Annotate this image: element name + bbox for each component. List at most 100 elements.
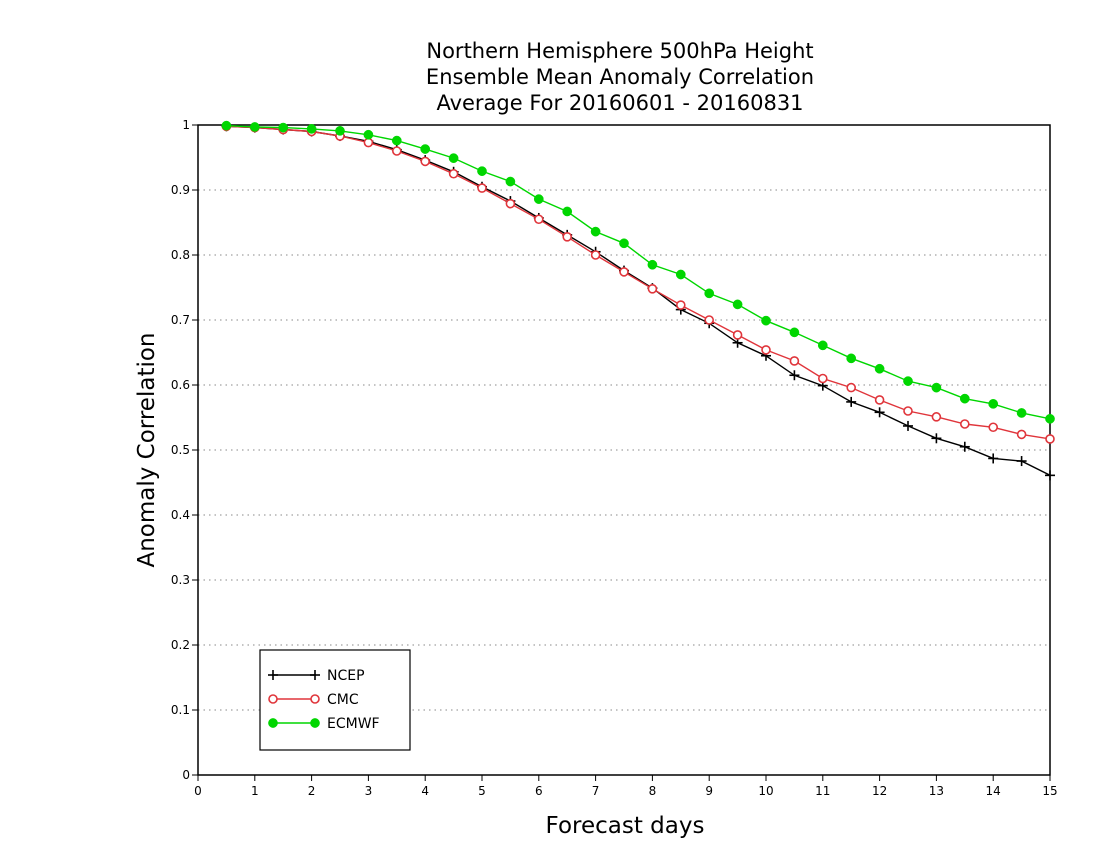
y-tick-label: 0.1 bbox=[171, 703, 190, 717]
y-tick-label: 0.9 bbox=[171, 183, 190, 197]
data-point-ecmwf bbox=[477, 166, 487, 176]
legend-item-ecmwf: ECMWF bbox=[268, 716, 380, 732]
data-point-ncep bbox=[931, 433, 942, 444]
y-tick-label: 0.4 bbox=[171, 508, 190, 522]
data-point-ecmwf bbox=[335, 126, 345, 136]
data-point-ecmwf bbox=[846, 353, 857, 364]
data-point-cmc bbox=[704, 315, 715, 325]
x-tick-label: 14 bbox=[986, 784, 1001, 798]
legend-box bbox=[259, 649, 411, 751]
x-tick-label: 9 bbox=[705, 784, 713, 798]
series-ecmwf bbox=[221, 120, 1055, 424]
legend-item-cmc: CMC bbox=[268, 692, 359, 708]
data-point-ecmwf bbox=[931, 382, 942, 393]
data-point-cmc bbox=[675, 300, 686, 310]
chart-title: Northern Hemisphere 500hPa Height Ensemb… bbox=[426, 39, 814, 115]
chart-title-line-3: Average For 20160601 - 20160831 bbox=[436, 91, 803, 115]
data-point-ecmwf bbox=[903, 376, 913, 386]
data-point-ecmwf bbox=[448, 153, 459, 163]
data-point-ecmwf bbox=[874, 363, 885, 374]
legend-marker-ncep bbox=[310, 670, 320, 680]
data-point-cmc bbox=[505, 198, 516, 209]
series-line-ecmwf bbox=[226, 124, 1051, 420]
x-tick-label: 7 bbox=[592, 784, 600, 798]
legend-marker-ecmwf bbox=[310, 718, 320, 728]
x-tick-label: 11 bbox=[815, 784, 830, 798]
x-tick-label: 4 bbox=[421, 784, 429, 798]
data-point-ecmwf bbox=[761, 315, 771, 326]
x-axis-title: Forecast days bbox=[546, 813, 705, 839]
data-point-ecmwf bbox=[988, 399, 999, 409]
legend-item-ncep: NCEP bbox=[268, 668, 365, 684]
data-point-cmc bbox=[448, 168, 459, 179]
data-point-cmc bbox=[846, 382, 857, 393]
series-ncep bbox=[221, 121, 1055, 481]
data-point-ecmwf bbox=[619, 238, 629, 249]
x-tick-label: 1 bbox=[251, 784, 259, 798]
y-tick-label: 0.5 bbox=[171, 443, 190, 457]
data-point-cmc bbox=[931, 412, 942, 422]
data-point-ecmwf bbox=[675, 269, 686, 280]
data-point-ecmwf bbox=[249, 122, 260, 132]
data-point-cmc bbox=[959, 419, 970, 429]
x-tick-label: 8 bbox=[649, 784, 657, 798]
data-point-cmc bbox=[647, 283, 658, 294]
x-tick-label: 0 bbox=[194, 784, 202, 798]
data-point-cmc bbox=[1045, 434, 1055, 444]
data-point-ecmwf bbox=[420, 144, 431, 154]
legend-label-cmc: CMC bbox=[327, 692, 359, 708]
legend-marker-ecmwf bbox=[268, 718, 278, 728]
x-tick-label: 2 bbox=[308, 784, 316, 798]
data-point-cmc bbox=[533, 214, 544, 225]
data-point-ncep bbox=[846, 396, 857, 407]
legend: NCEP CMC ECMWF bbox=[259, 649, 411, 751]
data-point-ecmwf bbox=[647, 259, 658, 270]
y-tick-label: 0.2 bbox=[171, 638, 190, 652]
x-tick-label: 12 bbox=[872, 784, 887, 798]
data-point-ecmwf bbox=[221, 120, 232, 131]
x-tick-label: 3 bbox=[365, 784, 373, 798]
data-point-cmc bbox=[988, 422, 999, 433]
data-point-ncep bbox=[959, 441, 970, 452]
x-tick-label: 5 bbox=[478, 784, 486, 798]
legend-label-ecmwf: ECMWF bbox=[327, 716, 380, 732]
y-axis-title: Anomaly Correlation bbox=[134, 332, 160, 567]
data-point-cmc bbox=[391, 146, 402, 156]
legend-label-ncep: NCEP bbox=[327, 668, 365, 684]
legend-marker-ncep bbox=[268, 670, 278, 680]
x-tick-label: 13 bbox=[929, 784, 944, 798]
data-point-ecmwf bbox=[562, 206, 573, 217]
data-point-ecmwf bbox=[590, 226, 601, 237]
data-point-ecmwf bbox=[959, 393, 970, 404]
data-point-cmc bbox=[562, 232, 573, 242]
data-point-ecmwf bbox=[1045, 413, 1055, 424]
chart-title-line-2: Ensemble Mean Anomaly Correlation bbox=[426, 65, 814, 89]
data-point-cmc bbox=[732, 330, 743, 340]
data-point-ecmwf bbox=[306, 124, 317, 134]
y-tick-label: 0.6 bbox=[171, 378, 190, 392]
data-point-cmc bbox=[477, 183, 487, 193]
data-point-ecmwf bbox=[363, 129, 374, 140]
data-point-cmc bbox=[903, 406, 913, 416]
y-tick-label: 0.8 bbox=[171, 248, 190, 262]
data-point-ncep bbox=[903, 420, 913, 431]
data-point-ecmwf bbox=[704, 288, 715, 299]
data-point-ncep bbox=[1016, 456, 1027, 467]
legend-marker-cmc bbox=[310, 694, 320, 704]
series-cmc bbox=[221, 121, 1055, 444]
series-layer bbox=[221, 120, 1055, 481]
data-point-ncep bbox=[874, 407, 885, 418]
data-point-ecmwf bbox=[505, 176, 516, 187]
data-point-ncep bbox=[1045, 470, 1055, 481]
data-point-cmc bbox=[619, 267, 629, 277]
data-point-cmc bbox=[817, 373, 828, 384]
data-point-cmc bbox=[761, 345, 771, 355]
data-point-ecmwf bbox=[278, 122, 289, 133]
data-point-cmc bbox=[420, 156, 431, 167]
x-tick-label: 6 bbox=[535, 784, 543, 798]
data-point-ecmwf bbox=[533, 194, 544, 204]
data-point-ecmwf bbox=[789, 327, 800, 338]
x-tick-label: 10 bbox=[758, 784, 773, 798]
chart-title-line-1: Northern Hemisphere 500hPa Height bbox=[426, 39, 813, 63]
